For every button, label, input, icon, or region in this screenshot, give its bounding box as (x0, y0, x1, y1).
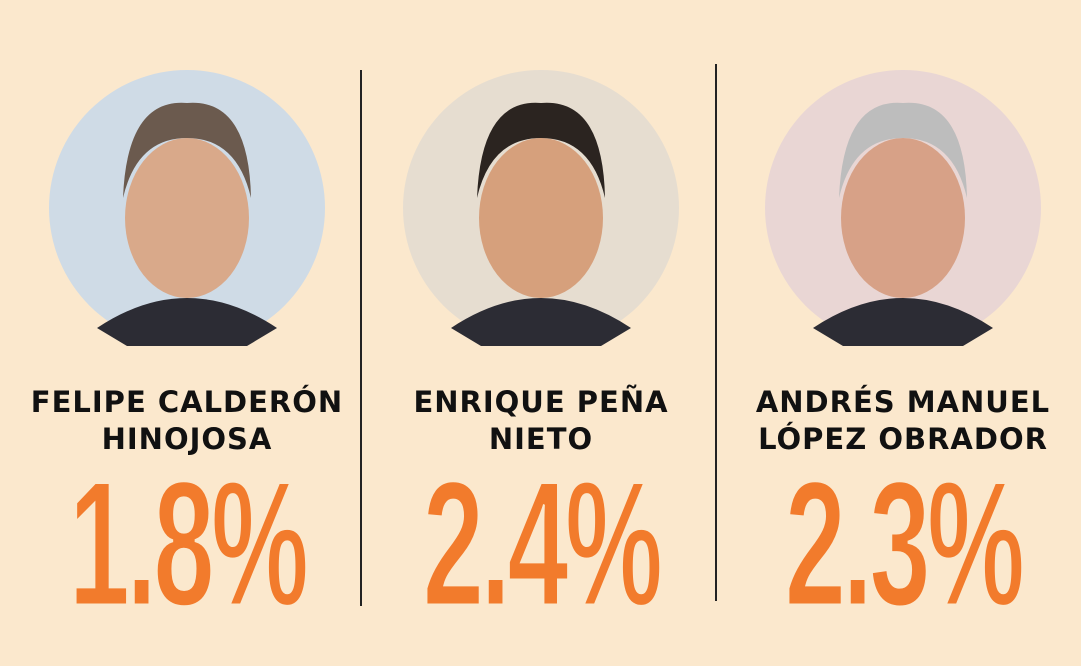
portrait-hair (123, 102, 251, 198)
portrait (49, 70, 325, 346)
portrait-face (841, 138, 965, 298)
percentage: 2.4% (423, 445, 661, 643)
person-name: LÓPEZ OBRADOR (758, 422, 1048, 456)
person-name: ENRIQUE PEÑA (413, 385, 668, 419)
portrait (403, 70, 679, 346)
person-name: HINOJOSA (102, 422, 273, 456)
percentage: 1.8% (69, 445, 307, 643)
person-name: FELIPE CALDERÓN (31, 385, 343, 419)
portrait (765, 70, 1041, 346)
portrait-body (97, 298, 277, 346)
portrait-face (125, 138, 249, 298)
portrait-body (813, 298, 993, 346)
portrait-body (451, 298, 631, 346)
person-name: NIETO (489, 422, 593, 456)
portrait-hair (477, 102, 605, 198)
portrait-hair (839, 102, 967, 198)
person-name: ANDRÉS MANUEL (756, 385, 1050, 419)
percentage: 2.3% (785, 445, 1023, 643)
portrait-face (479, 138, 603, 298)
